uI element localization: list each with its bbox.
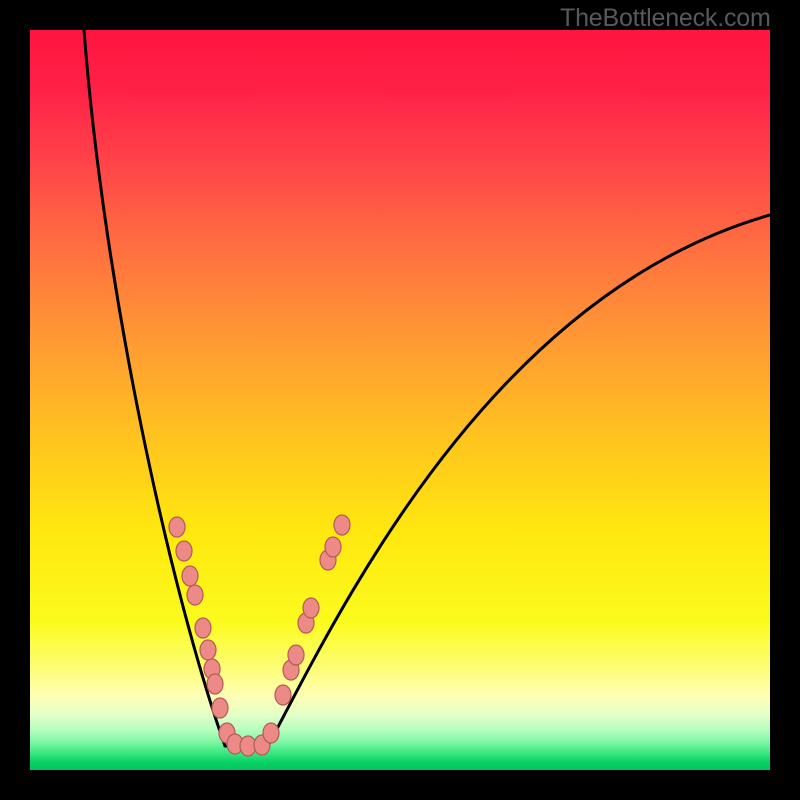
data-marker bbox=[334, 515, 350, 535]
chart-overlay bbox=[30, 30, 770, 770]
data-marker bbox=[263, 723, 279, 743]
data-marker bbox=[303, 598, 319, 618]
data-marker bbox=[195, 618, 211, 638]
watermark-text: TheBottleneck.com bbox=[560, 4, 771, 33]
chart-frame bbox=[0, 0, 800, 800]
data-marker bbox=[187, 585, 203, 605]
plot-area bbox=[30, 30, 770, 770]
data-marker bbox=[169, 517, 185, 537]
data-marker bbox=[212, 698, 228, 718]
data-marker bbox=[275, 685, 291, 705]
data-marker bbox=[176, 541, 192, 561]
data-marker bbox=[325, 537, 341, 557]
data-marker bbox=[288, 645, 304, 665]
data-marker bbox=[182, 566, 198, 586]
data-marker bbox=[200, 640, 216, 660]
marker-group bbox=[169, 515, 350, 756]
bottleneck-curve bbox=[84, 30, 770, 747]
data-marker bbox=[207, 674, 223, 694]
